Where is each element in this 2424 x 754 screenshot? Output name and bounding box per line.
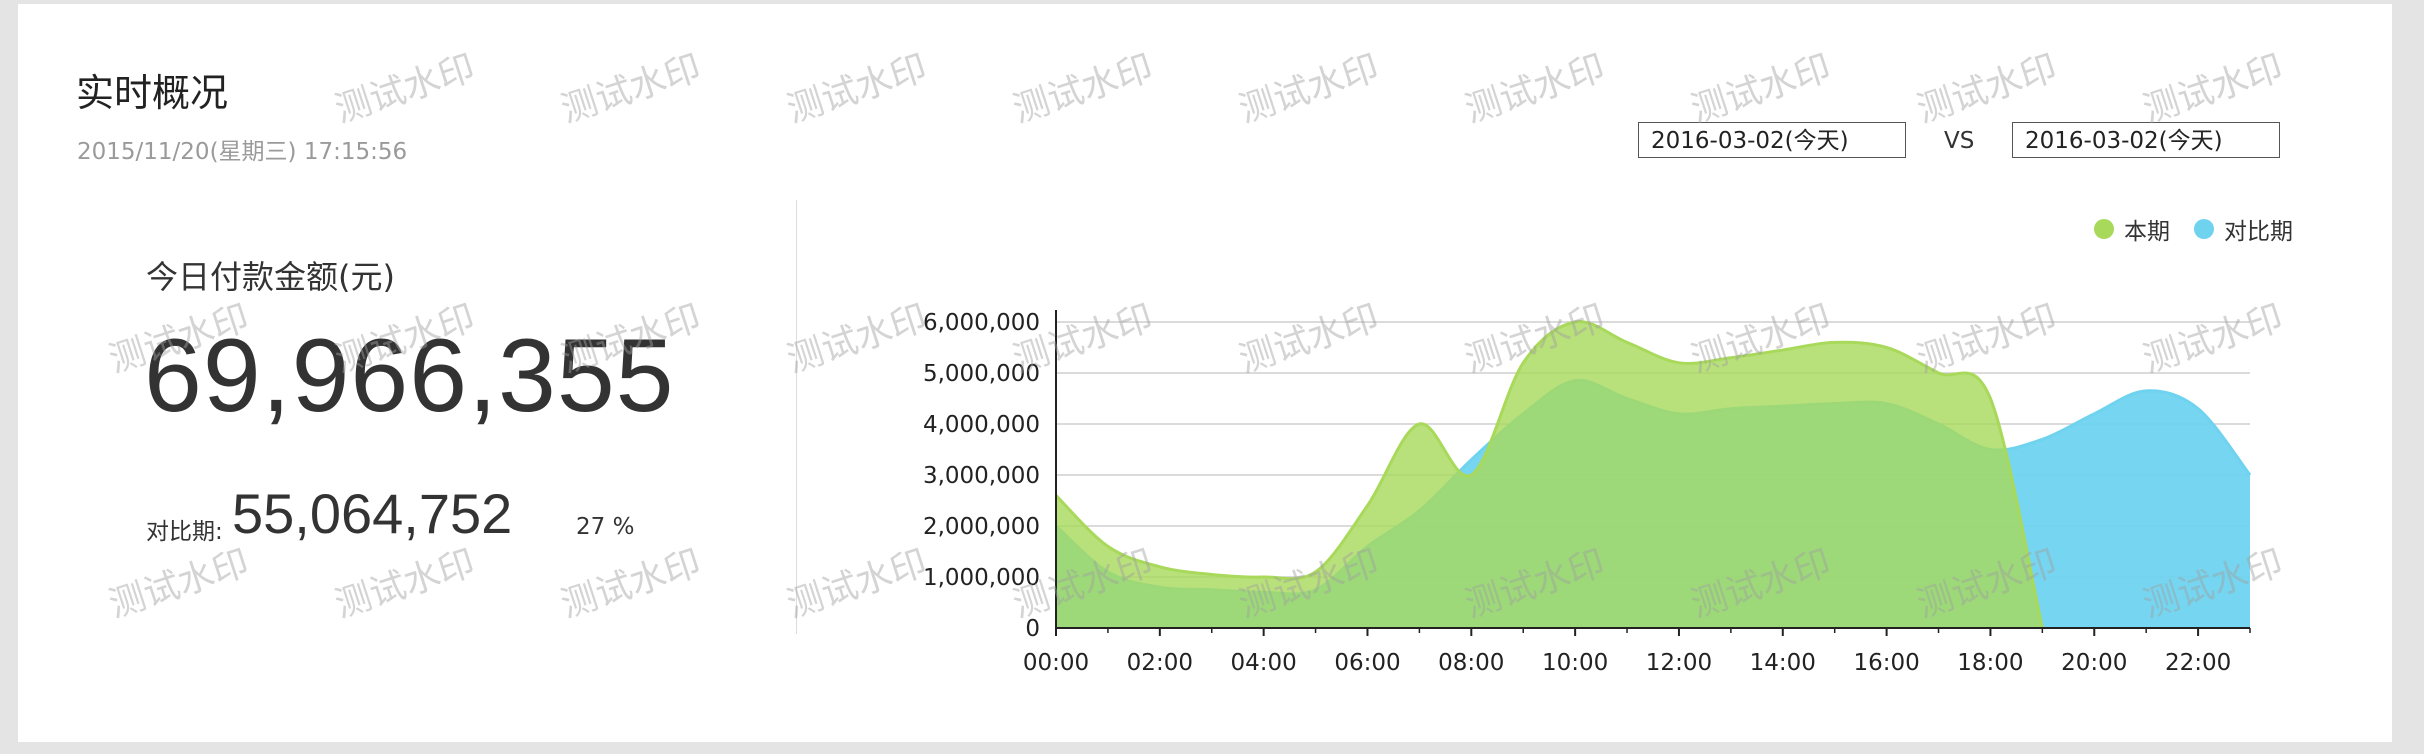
legend-dot-icon <box>2094 219 2114 239</box>
x-tick-label: 14:00 <box>1750 650 1816 676</box>
page-title: 实时概况 <box>76 71 229 115</box>
y-tick-label: 2,000,000 <box>923 514 1040 540</box>
date-picker-compare[interactable]: 2016-03-02(今天) <box>2012 122 2280 158</box>
x-tick-label: 08:00 <box>1438 650 1504 676</box>
legend-item-current[interactable]: 本期 <box>2094 212 2170 246</box>
current-datetime: 2015/11/20(星期三) 17:15:56 <box>77 139 408 165</box>
section-divider <box>796 200 797 634</box>
x-tick-label: 18:00 <box>1957 650 2023 676</box>
y-tick-label: 0 <box>1025 616 1040 642</box>
legend-dot-icon <box>2194 219 2214 239</box>
compare-label: 对比期: <box>146 519 223 545</box>
legend-label-compare: 对比期 <box>2224 219 2293 245</box>
series-area-0 <box>1056 321 2043 628</box>
x-tick-label: 12:00 <box>1646 650 1712 676</box>
x-tick-label: 16:00 <box>1853 650 1919 676</box>
change-percent: 27 % <box>576 514 635 540</box>
x-tick-label: 04:00 <box>1231 650 1297 676</box>
series-line-0 <box>1054 320 2044 629</box>
y-tick-label: 1,000,000 <box>923 565 1040 591</box>
x-tick-label: 00:00 <box>1023 650 1089 676</box>
x-tick-label: 06:00 <box>1334 650 1400 676</box>
y-tick-label: 6,000,000 <box>923 310 1040 336</box>
y-tick-label: 3,000,000 <box>923 463 1040 489</box>
date-picker-current[interactable]: 2016-03-02(今天) <box>1638 122 1906 158</box>
x-tick-label: 10:00 <box>1542 650 1608 676</box>
y-tick-label: 4,000,000 <box>923 412 1040 438</box>
x-tick-label: 02:00 <box>1127 650 1193 676</box>
vs-label: VS <box>1944 128 1975 154</box>
x-tick-label: 20:00 <box>2061 650 2127 676</box>
metric-label: 今日付款金额(元) <box>146 258 395 296</box>
legend-label-current: 本期 <box>2124 219 2170 245</box>
compare-value: 55,064,752 <box>232 482 513 545</box>
metric-value: 69,966,355 <box>144 318 675 434</box>
legend-item-compare[interactable]: 对比期 <box>2194 212 2293 246</box>
x-tick-label: 22:00 <box>2165 650 2231 676</box>
y-tick-label: 5,000,000 <box>923 361 1040 387</box>
